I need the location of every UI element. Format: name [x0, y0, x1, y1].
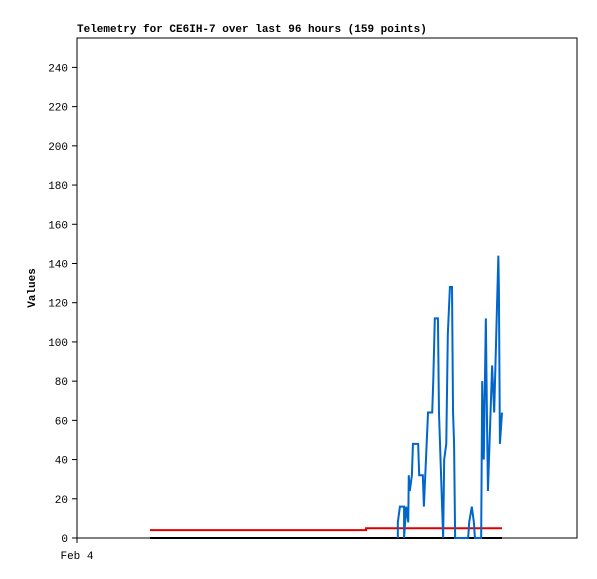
y-tick-label: 100: [48, 338, 68, 350]
series-line: [396, 255, 503, 539]
y-tick-label: 40: [55, 456, 68, 468]
plot-frame: [76, 37, 578, 539]
y-tick-label: 80: [55, 377, 68, 389]
series-line: [149, 527, 502, 532]
y-tick-label: 220: [48, 103, 68, 115]
y-tick-label: 60: [55, 416, 68, 428]
chart-title: Telemetry for CE6IH-7 over last 96 hours…: [77, 24, 427, 36]
y-tick-label: 200: [48, 142, 68, 154]
y-axis-label: Values: [27, 268, 39, 308]
y-tick-label: 120: [48, 299, 68, 311]
y-tick-label: 180: [48, 181, 68, 193]
y-tick-label: 0: [61, 534, 68, 546]
y-tick-label: 140: [48, 259, 68, 271]
y-tick-label: 240: [48, 63, 68, 75]
x-tick-label: Feb 4: [60, 551, 93, 563]
y-tick-label: 20: [55, 495, 68, 507]
y-tick-label: 160: [48, 220, 68, 232]
